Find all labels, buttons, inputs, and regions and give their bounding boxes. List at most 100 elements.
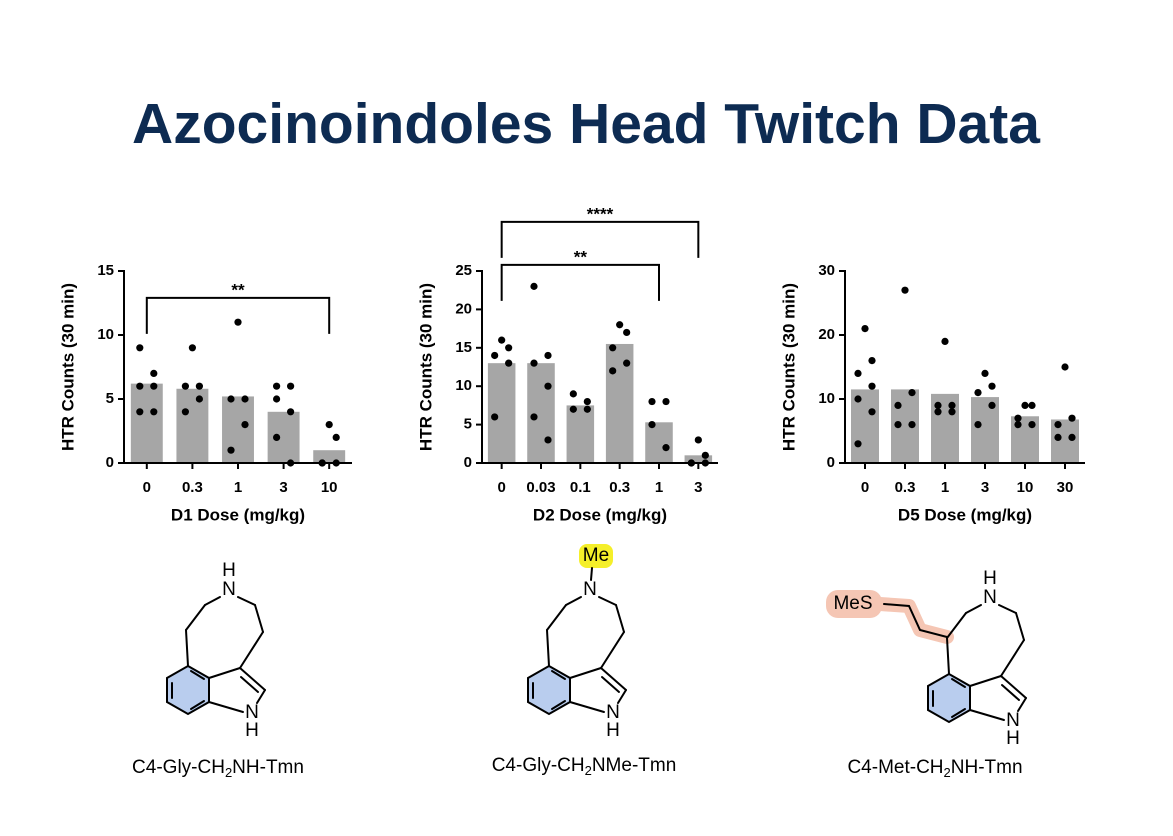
y-tick-label: 20 bbox=[818, 326, 835, 343]
name-subscript: 2 bbox=[585, 763, 592, 778]
data-point bbox=[136, 344, 144, 352]
x-tick-label: 0.3 bbox=[182, 479, 203, 496]
x-tick-label: 3 bbox=[694, 479, 702, 496]
data-point bbox=[544, 436, 552, 444]
bar bbox=[313, 450, 346, 463]
y-tick-label: 5 bbox=[106, 390, 114, 407]
atom-label: N bbox=[1006, 710, 1020, 731]
data-point bbox=[609, 367, 617, 375]
name-part: C4-Met-CH bbox=[847, 757, 943, 778]
y-axis-label: HTR Counts (30 min) bbox=[416, 283, 435, 451]
chart: 0 5 10 15 0 0.3 1 3 10 D1 Dose (mg/kg) HTR Counts … bbox=[58, 262, 352, 524]
data-point bbox=[505, 344, 513, 352]
data-point bbox=[908, 421, 916, 429]
data-point bbox=[287, 408, 295, 416]
data-point bbox=[1014, 414, 1022, 422]
atom-label: H bbox=[606, 720, 620, 741]
compound-name: C4-Gly-CH2NH-Tmn bbox=[132, 757, 304, 780]
data-point bbox=[530, 282, 538, 290]
x-tick-label: 1 bbox=[234, 479, 242, 496]
x-tick-label: 0.3 bbox=[895, 479, 916, 496]
atom-label: H bbox=[222, 560, 236, 581]
chart: 0 5 10 15 20 25 0 0.03 0.1 0.3 1 3 D2 Dose (mg/kg) HT… bbox=[416, 204, 718, 524]
data-point bbox=[241, 421, 249, 429]
significance-label: **** bbox=[587, 204, 614, 223]
data-point bbox=[868, 382, 876, 390]
data-point bbox=[273, 395, 281, 403]
x-tick-label: 3 bbox=[279, 479, 287, 496]
atom-label: MeS bbox=[833, 593, 872, 614]
data-point bbox=[544, 351, 552, 360]
atom-label: H bbox=[245, 720, 259, 741]
data-point bbox=[861, 325, 869, 333]
atom-label: N bbox=[222, 579, 236, 600]
atom-label: H bbox=[983, 568, 997, 589]
data-point bbox=[544, 382, 552, 390]
data-point bbox=[854, 369, 862, 377]
x-tick-label: 10 bbox=[1017, 479, 1034, 496]
x-tick-label: 30 bbox=[1057, 479, 1074, 496]
data-point bbox=[505, 359, 513, 367]
data-point bbox=[287, 382, 295, 390]
data-point bbox=[1068, 414, 1076, 422]
data-point bbox=[662, 444, 670, 452]
data-point bbox=[609, 344, 617, 352]
y-tick-label: 10 bbox=[455, 377, 472, 394]
highlight bbox=[826, 590, 882, 618]
data-point bbox=[1054, 433, 1062, 441]
name-part: NH-Tmn bbox=[951, 757, 1023, 778]
data-point bbox=[974, 389, 982, 397]
data-point bbox=[273, 433, 281, 441]
data-point bbox=[569, 390, 577, 398]
atom-label: N bbox=[583, 579, 597, 600]
data-point bbox=[530, 359, 538, 367]
name-part: NH-Tmn bbox=[232, 757, 304, 778]
significance-bracket bbox=[500, 220, 700, 258]
y-tick-label: 0 bbox=[827, 454, 835, 471]
data-point bbox=[908, 389, 916, 397]
data-point bbox=[136, 408, 144, 416]
y-tick-label: 10 bbox=[97, 326, 114, 343]
x-tick-label: 3 bbox=[981, 479, 989, 496]
data-point bbox=[1028, 421, 1036, 429]
bar bbox=[566, 405, 595, 463]
data-point bbox=[530, 413, 538, 421]
x-tick-label: 10 bbox=[321, 479, 338, 496]
significance-label: ** bbox=[574, 247, 588, 266]
structure: H N N H MeS C4-Met-CH2NH-Tmn bbox=[826, 568, 1027, 780]
data-point bbox=[694, 436, 702, 444]
data-point bbox=[150, 408, 158, 416]
y-tick-label: 30 bbox=[818, 262, 835, 279]
x-tick-label: 0.1 bbox=[570, 479, 591, 496]
significance-bracket bbox=[145, 296, 331, 334]
x-axis-label: D5 Dose (mg/kg) bbox=[898, 505, 1032, 524]
data-point bbox=[136, 382, 144, 390]
y-tick-label: 0 bbox=[106, 454, 114, 471]
atom-label: Me bbox=[583, 545, 609, 566]
data-point bbox=[195, 382, 203, 390]
data-point bbox=[974, 421, 982, 429]
data-point bbox=[934, 408, 942, 416]
atom-label: N bbox=[983, 587, 997, 608]
data-point bbox=[648, 421, 656, 429]
data-point bbox=[234, 318, 242, 326]
data-point bbox=[273, 382, 281, 390]
data-point bbox=[241, 395, 249, 403]
y-tick-label: 15 bbox=[97, 262, 114, 279]
data-point bbox=[1014, 421, 1022, 429]
bar bbox=[130, 383, 163, 463]
x-tick-label: 0.3 bbox=[609, 479, 630, 496]
data-point bbox=[662, 397, 670, 406]
chart: 0 10 20 30 0 0.3 1 3 10 30 D5 Dose (mg/kg) HTR Coun… bbox=[779, 262, 1085, 524]
data-point bbox=[325, 421, 333, 429]
bar bbox=[684, 455, 713, 463]
data-point bbox=[227, 395, 235, 403]
data-point bbox=[941, 337, 949, 345]
bar bbox=[487, 363, 516, 463]
data-point bbox=[981, 369, 989, 377]
data-point bbox=[868, 357, 876, 365]
name-part: C4-Gly-CH bbox=[492, 755, 585, 776]
data-point bbox=[150, 382, 158, 390]
data-point bbox=[988, 401, 996, 409]
data-point bbox=[181, 408, 189, 416]
